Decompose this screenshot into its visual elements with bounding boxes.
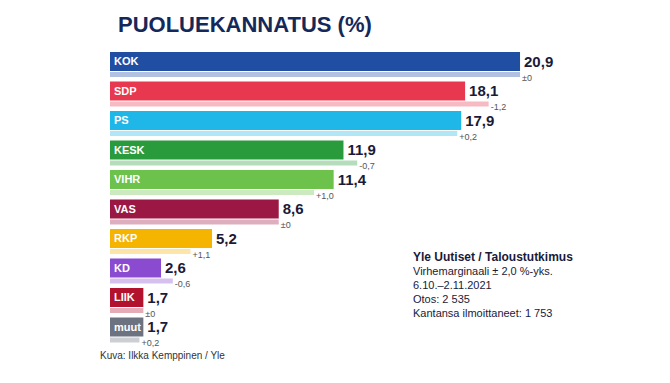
svg-text:+1,1: +1,1: [192, 250, 210, 260]
svg-text:-0,6: -0,6: [175, 279, 191, 289]
svg-text:8,6: 8,6: [283, 200, 304, 217]
svg-text:11,9: 11,9: [347, 141, 375, 158]
svg-text:17,9: 17,9: [465, 112, 494, 129]
svg-text:VIHR: VIHR: [114, 173, 140, 185]
html-text:PUOLUEKANNATUS (%): PUOLUEKANNATUS (%): [118, 12, 372, 37]
svg-text:1,7: 1,7: [147, 289, 168, 306]
svg-text:-1,2: -1,2: [491, 102, 507, 112]
svg-text:LIIK: LIIK: [114, 291, 135, 303]
svg-text:muut: muut: [114, 321, 141, 333]
svg-text:+0,2: +0,2: [141, 338, 159, 348]
svg-text:PS: PS: [114, 114, 129, 126]
svg-text:+1,0: +1,0: [316, 191, 334, 201]
svg-text:RKP: RKP: [114, 232, 137, 244]
html-text:Kantansa ilmoittaneet: 1 753: Kantansa ilmoittaneet: 1 753: [413, 307, 553, 319]
svg-text:KESK: KESK: [114, 144, 145, 156]
html-text:Virhemarginaali ± 2,0 %-yks.: Virhemarginaali ± 2,0 %-yks.: [413, 265, 553, 277]
html-text:Yle Uutiset / Taloustutkimus: Yle Uutiset / Taloustutkimus: [413, 250, 573, 264]
svg-text:±0: ±0: [281, 220, 291, 230]
html-text:Otos: 2 535: Otos: 2 535: [413, 293, 470, 305]
svg-text:11,4: 11,4: [338, 171, 367, 188]
svg-text:SDP: SDP: [114, 85, 137, 97]
svg-text:1,7: 1,7: [147, 318, 168, 335]
svg-text:18,1: 18,1: [469, 82, 498, 99]
svg-text:KOK: KOK: [114, 55, 139, 67]
svg-text:±0: ±0: [522, 73, 532, 83]
svg-text:KD: KD: [114, 262, 130, 274]
svg-text:VAS: VAS: [114, 203, 136, 215]
svg-text:2,6: 2,6: [165, 259, 186, 276]
html-text:6.10.–2.11.2021: 6.10.–2.11.2021: [413, 279, 492, 291]
svg-text:5,2: 5,2: [216, 230, 237, 247]
html-text:Kuva: Ilkka Kemppinen / Yle: Kuva: Ilkka Kemppinen / Yle: [100, 350, 225, 361]
svg-text:20,9: 20,9: [524, 53, 553, 70]
svg-text:-0,7: -0,7: [359, 161, 375, 171]
svg-text:+0,2: +0,2: [459, 132, 477, 142]
svg-text:±0: ±0: [145, 309, 155, 319]
